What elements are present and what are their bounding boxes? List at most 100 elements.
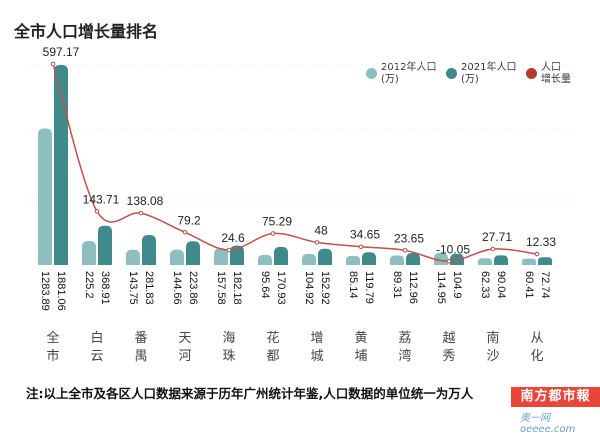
category-label-char: 白	[90, 330, 103, 346]
growth-label: 75.29	[262, 215, 292, 229]
category-label-char: 增	[310, 331, 323, 346]
growth-label: 79.2	[177, 213, 201, 227]
growth-label: 24.6	[221, 231, 245, 245]
category-label-char: 番	[134, 331, 147, 346]
category-label-char: 湾	[398, 348, 411, 364]
legend-swatch-growth	[526, 68, 537, 79]
growth-point	[402, 248, 408, 253]
category-label-char: 花	[266, 330, 279, 346]
growth-label: -10.05	[436, 242, 470, 256]
chart-title: 全市人口增长量排名	[14, 22, 159, 41]
category-label-char: 天	[178, 331, 191, 346]
category-label-char: 化	[530, 349, 543, 364]
category-label-char: 珠	[222, 349, 235, 364]
bar-2012	[346, 255, 360, 265]
category-label-char: 从	[530, 331, 543, 346]
bar-2021	[362, 252, 376, 265]
bar-2012	[214, 248, 228, 265]
footnote: 注:以上全市及各区人口数据来源于历年广州统计年鉴,人口数据的单位统一为万人	[26, 386, 474, 401]
category-label-char: 秀	[442, 349, 455, 364]
value-label-2021: 281.83	[143, 271, 155, 305]
value-label-2021: 182.18	[231, 271, 243, 305]
bar-2021	[54, 65, 68, 265]
legend-swatch-2012	[366, 68, 377, 79]
value-label-2021: 368.91	[99, 271, 111, 305]
category-label-char: 城	[310, 349, 323, 364]
growth-point	[534, 251, 540, 257]
value-label-2012: 144.66	[171, 271, 183, 305]
bar-2012	[302, 253, 316, 265]
legend-label: 2021年人口 (万)	[461, 62, 517, 85]
growth-point	[490, 246, 496, 252]
category-label-char: 沙	[486, 349, 499, 364]
bar-2021	[494, 255, 508, 265]
value-label-2012: 89.31	[391, 271, 403, 299]
bar-2012	[170, 249, 184, 265]
value-label-2012: 104.92	[303, 271, 315, 305]
bar-2021	[230, 245, 244, 265]
growth-label: 143.71	[83, 192, 120, 206]
growth-point	[182, 229, 188, 235]
legend-label: 2012年人口 (万)	[381, 62, 437, 85]
bar-2012	[478, 258, 492, 265]
bar-2012	[38, 128, 52, 265]
value-label-2012: 1283.89	[39, 271, 51, 311]
newspaper-logo: 南方都市報	[511, 387, 600, 407]
value-label-2012: 114.95	[435, 271, 447, 304]
value-label-2021: 72.74	[539, 271, 551, 299]
growth-label: 48	[314, 223, 328, 237]
category-label-char: 市	[46, 348, 59, 364]
growth-point	[226, 247, 232, 253]
category-label-char: 云	[90, 349, 103, 364]
value-label-2012: 60.41	[523, 271, 535, 299]
value-label-2021: 152.92	[319, 271, 331, 305]
value-label-2021: 1881.06	[55, 271, 67, 311]
bar-2012	[522, 258, 536, 265]
value-label-2012: 157.58	[215, 271, 227, 305]
growth-label: 34.65	[350, 228, 380, 242]
category-label-char: 越	[442, 331, 455, 346]
growth-point	[270, 231, 276, 236]
bar-2021	[274, 246, 288, 265]
value-label-2021: 90.04	[495, 271, 507, 299]
legend-swatch-2021	[446, 68, 457, 79]
category-label-char: 南	[486, 330, 499, 346]
category-label-char: 荔	[398, 331, 411, 346]
growth-label: 23.65	[394, 231, 424, 245]
value-label-2012: 95.64	[259, 271, 271, 299]
category-label-char: 都	[266, 349, 279, 364]
growth-point	[138, 210, 144, 216]
bar-2012	[82, 241, 96, 265]
value-label-2012: 225.2	[83, 271, 95, 299]
value-label-2021: 112.96	[407, 271, 419, 304]
growth-point	[50, 61, 56, 67]
growth-label: 12.33	[526, 235, 556, 249]
bar-2021	[318, 248, 332, 265]
value-label-2012: 62.33	[479, 271, 491, 299]
value-label-2021: 119.79	[363, 271, 375, 304]
bar-2021	[98, 225, 112, 265]
growth-label: 138.08	[127, 194, 164, 208]
growth-line	[52, 63, 538, 263]
category-label-char: 埔	[354, 349, 367, 364]
category-label-char: 河	[178, 349, 191, 364]
value-label-2021: 170.93	[275, 271, 287, 305]
bar-2021	[142, 235, 156, 265]
logo-subtext: 奥一网 oeeee.com	[520, 413, 576, 435]
legend-label: 人口 增长量	[541, 62, 571, 85]
bar-2012	[126, 249, 140, 265]
growth-point	[446, 258, 452, 264]
category-label-char: 海	[222, 331, 235, 346]
category-label-char: 黄	[354, 331, 367, 346]
bar-2012	[258, 254, 272, 265]
growth-label: 27.71	[482, 230, 512, 244]
growth-label: 597.17	[43, 45, 80, 59]
growth-point	[358, 244, 364, 250]
value-label-2012: 143.75	[127, 271, 139, 305]
bar-2012	[390, 255, 404, 265]
bar-2021	[186, 241, 200, 265]
bar-2021	[406, 252, 420, 265]
value-label-2012: 85.14	[347, 271, 359, 299]
bar-2012	[434, 252, 448, 265]
growth-point	[314, 240, 320, 245]
